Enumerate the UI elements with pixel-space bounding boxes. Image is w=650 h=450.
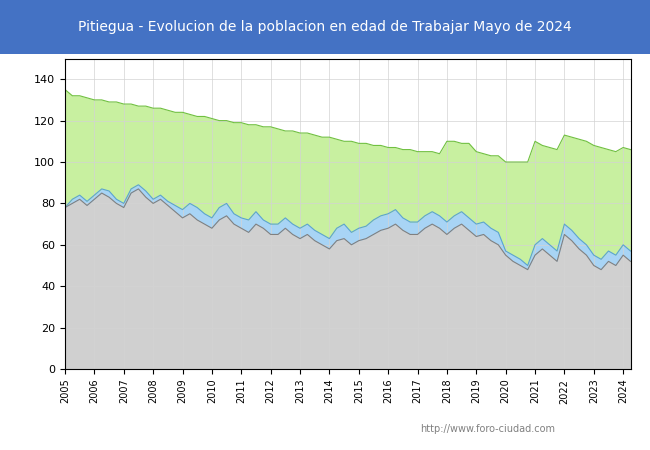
Text: Pitiegua - Evolucion de la poblacion en edad de Trabajar Mayo de 2024: Pitiegua - Evolucion de la poblacion en … xyxy=(78,20,572,34)
Text: http://www.foro-ciudad.com: http://www.foro-ciudad.com xyxy=(420,424,555,434)
